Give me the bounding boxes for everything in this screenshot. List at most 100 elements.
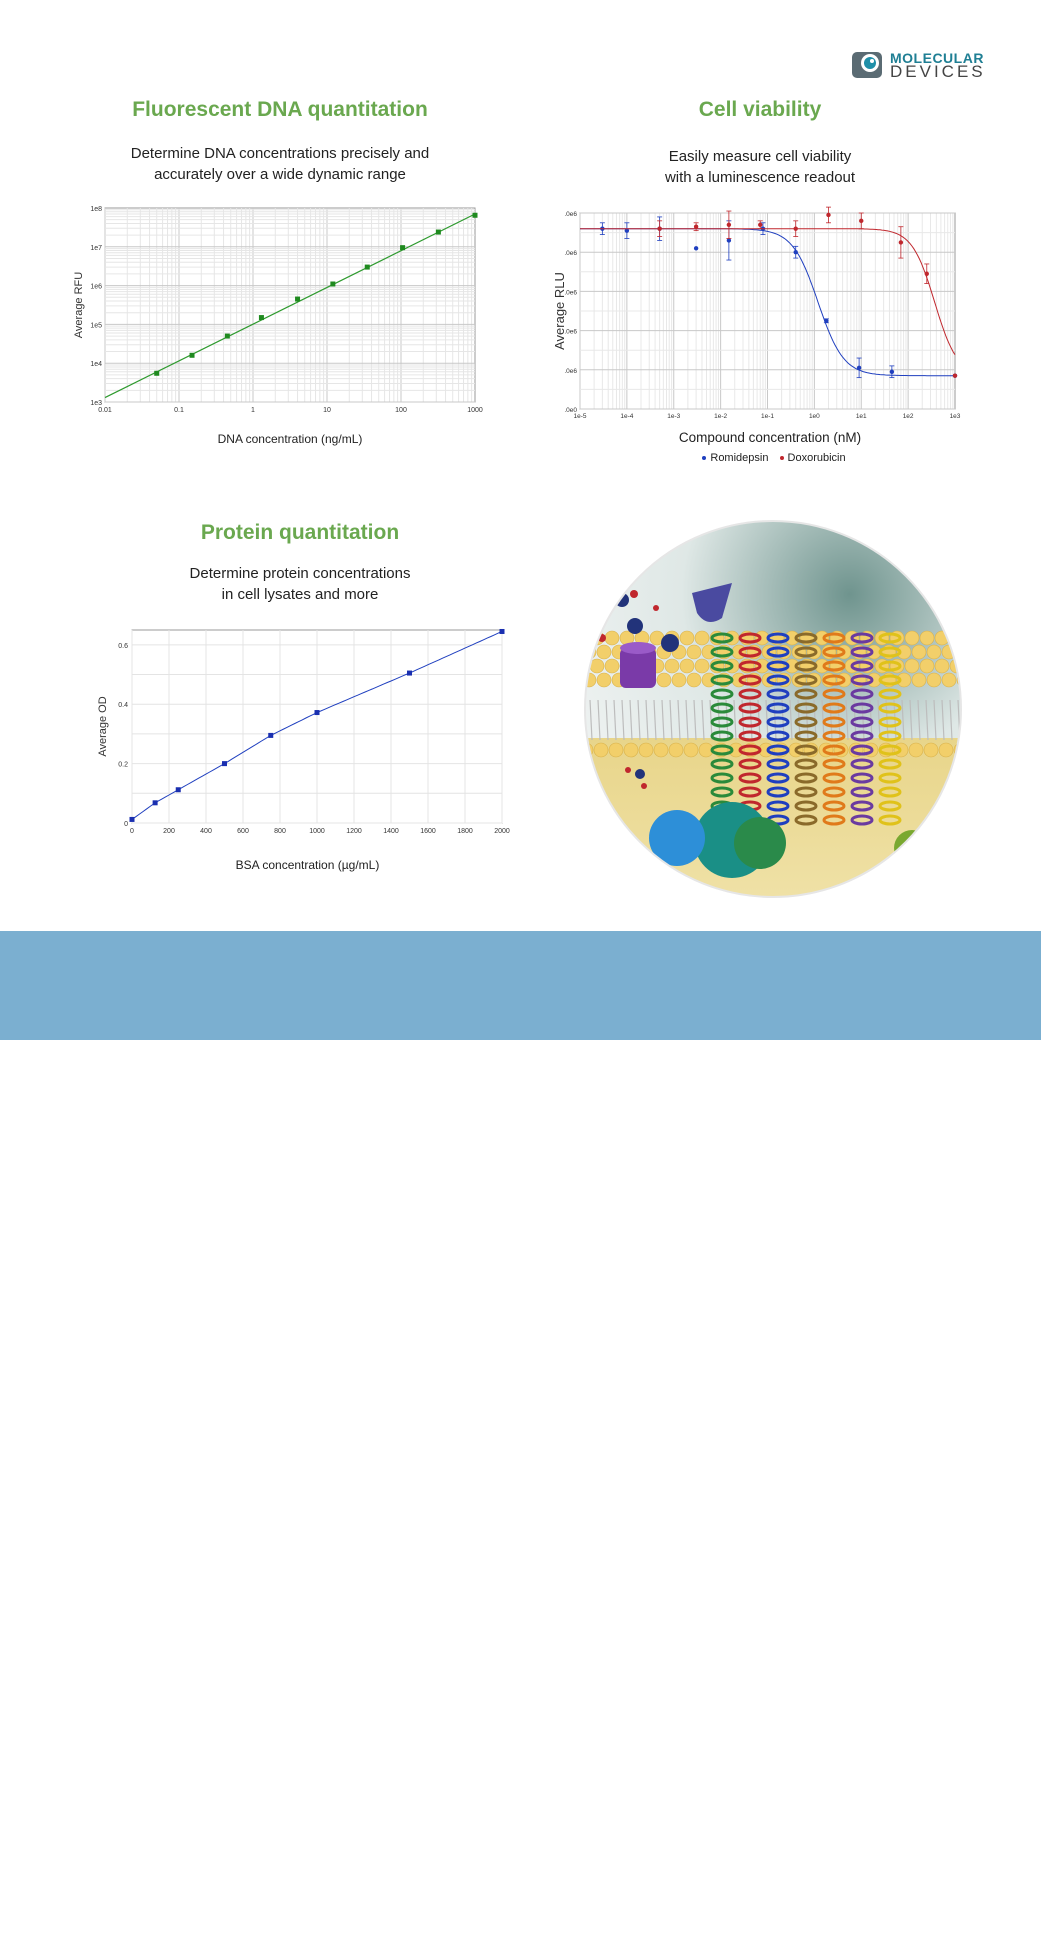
lipid-tail: [877, 699, 881, 741]
dna-y-tick: 1e3: [90, 400, 102, 407]
protein-helix-coil: [738, 702, 762, 714]
protein-x-tick: 0: [130, 828, 134, 835]
protein-helix-coil: [822, 744, 846, 756]
viability-data-point-romidepsin: [726, 238, 732, 243]
protein-helix-coil: [822, 702, 846, 714]
lipid-tail: [597, 699, 601, 741]
chevron-down-icon[interactable]: [501, 1931, 541, 1951]
viability-data-point-doxorubicin: [657, 226, 662, 231]
protein-helix-coil: [794, 786, 818, 798]
viability-data-point-doxorubicin: [859, 218, 864, 224]
protein-helix-coil: [850, 730, 874, 742]
dna-x-tick: 100: [395, 407, 407, 414]
lipid-head: [604, 658, 620, 674]
viability-fit-curve-doxorubicin: [580, 228, 956, 356]
viability-data-point-romidepsin: [824, 318, 829, 323]
dna-plot-area: [104, 207, 476, 403]
protein-helix-coil: [710, 674, 734, 686]
protein-helix-coil: [850, 632, 874, 644]
viability-data-point-romidepsin: [856, 365, 862, 371]
viability-data-point-doxorubicin: [726, 222, 732, 227]
viability-panel-title: Cell viability: [698, 98, 822, 121]
lipid-tail: [941, 699, 945, 741]
lipid-tail: [613, 699, 617, 741]
protein-helix-coil: [822, 674, 846, 686]
protein-helix-coil: [794, 814, 818, 826]
protein-helix-coil: [822, 758, 846, 770]
protein-y-axis-label: Average OD: [97, 696, 109, 756]
lipid-head: [908, 742, 924, 758]
protein-helix-coil: [766, 772, 790, 784]
dna-panel-title: Fluorescent DNA quantitation: [132, 98, 428, 121]
lipid-head: [596, 644, 612, 660]
protein-data-point: [175, 787, 181, 793]
protein-data-point: [129, 816, 135, 822]
protein-data-point: [268, 732, 274, 738]
protein-helix-coil: [850, 660, 874, 672]
protein-panel-title: Protein quantitation: [200, 521, 400, 544]
viability-subtitle-line2: with a luminescence readout: [664, 169, 856, 186]
protein-x-tick: 1200: [346, 828, 362, 835]
lipid-tail: [709, 699, 713, 741]
lipid-head: [683, 742, 699, 758]
protein-y-tick: 0.6: [118, 643, 128, 650]
protein-x-tick: 200: [163, 828, 175, 835]
protein-helix-coil: [710, 786, 734, 798]
protein-helix-coil: [738, 730, 762, 742]
lipid-head: [919, 658, 935, 674]
lipid-tail: [925, 699, 929, 741]
dna-x-tick: 10: [323, 407, 331, 414]
protein-helix-coil: [794, 716, 818, 728]
legend-doxorubicin-label: Doxorubicin: [787, 452, 846, 464]
lipid-head: [668, 742, 684, 758]
viability-x-tick: 1e-3: [667, 413, 680, 420]
lipid-tail: [629, 699, 633, 741]
protein-helix-coil: [766, 674, 790, 686]
protein-helix-coil: [794, 646, 818, 658]
lipid-head: [728, 742, 744, 758]
viability-data-point-doxorubicin: [758, 222, 763, 227]
lipid-head: [608, 742, 624, 758]
protein-helix-coil: [766, 702, 790, 714]
dna-data-point: [472, 212, 478, 218]
lipid-tail: [845, 699, 849, 741]
lipid-tail: [901, 699, 905, 741]
lipid-tail: [933, 699, 937, 741]
lipid-head: [664, 658, 680, 674]
protein-helix-coil: [766, 688, 790, 700]
viability-y-axis-label: Average RLU: [552, 272, 567, 350]
lipid-head: [938, 742, 954, 758]
protein-x-tick: 1600: [420, 828, 436, 835]
protein-helix-coil: [878, 702, 902, 714]
dna-x-tick: 1: [251, 407, 255, 414]
lipid-tail: [765, 699, 769, 741]
protein-helix-coil: [878, 674, 902, 686]
protein-helix-coil: [850, 688, 874, 700]
protein-y-tick: 0: [124, 821, 128, 828]
cell-membrane-illustration: [584, 520, 962, 898]
lipid-head: [679, 630, 695, 646]
viability-data-point-romidepsin: [889, 369, 895, 374]
dna-x-tick: 0.1: [174, 407, 184, 414]
more-label[interactable]: MORE: [467, 1883, 574, 1921]
dna-y-axis-label: Average RFU: [73, 272, 85, 338]
more-banner[interactable]: MORE: [0, 931, 1041, 1949]
lipid-tail: [821, 699, 825, 741]
lipid-head: [896, 644, 912, 660]
protein-helix-coil: [878, 800, 902, 812]
protein-helix-coil: [878, 716, 902, 728]
logo-text-bottom: DEVICES: [890, 62, 986, 81]
lipid-head: [904, 630, 920, 646]
protein-x-tick: 1800: [457, 828, 473, 835]
viability-x-tick: 1e1: [856, 413, 867, 420]
protein-helix-coil: [822, 786, 846, 798]
viability-x-tick: 1e-2: [714, 413, 727, 420]
protein-helix-coil: [766, 786, 790, 798]
protein-helix-coil: [766, 632, 790, 644]
lipid-tail: [653, 699, 657, 741]
lipid-head: [623, 742, 639, 758]
viability-y-tick: .0e6: [564, 211, 577, 218]
dna-data-point: [400, 245, 406, 251]
protein-helix-coil: [822, 632, 846, 644]
legend-romidepsin-label: Romidepsin: [710, 452, 769, 464]
